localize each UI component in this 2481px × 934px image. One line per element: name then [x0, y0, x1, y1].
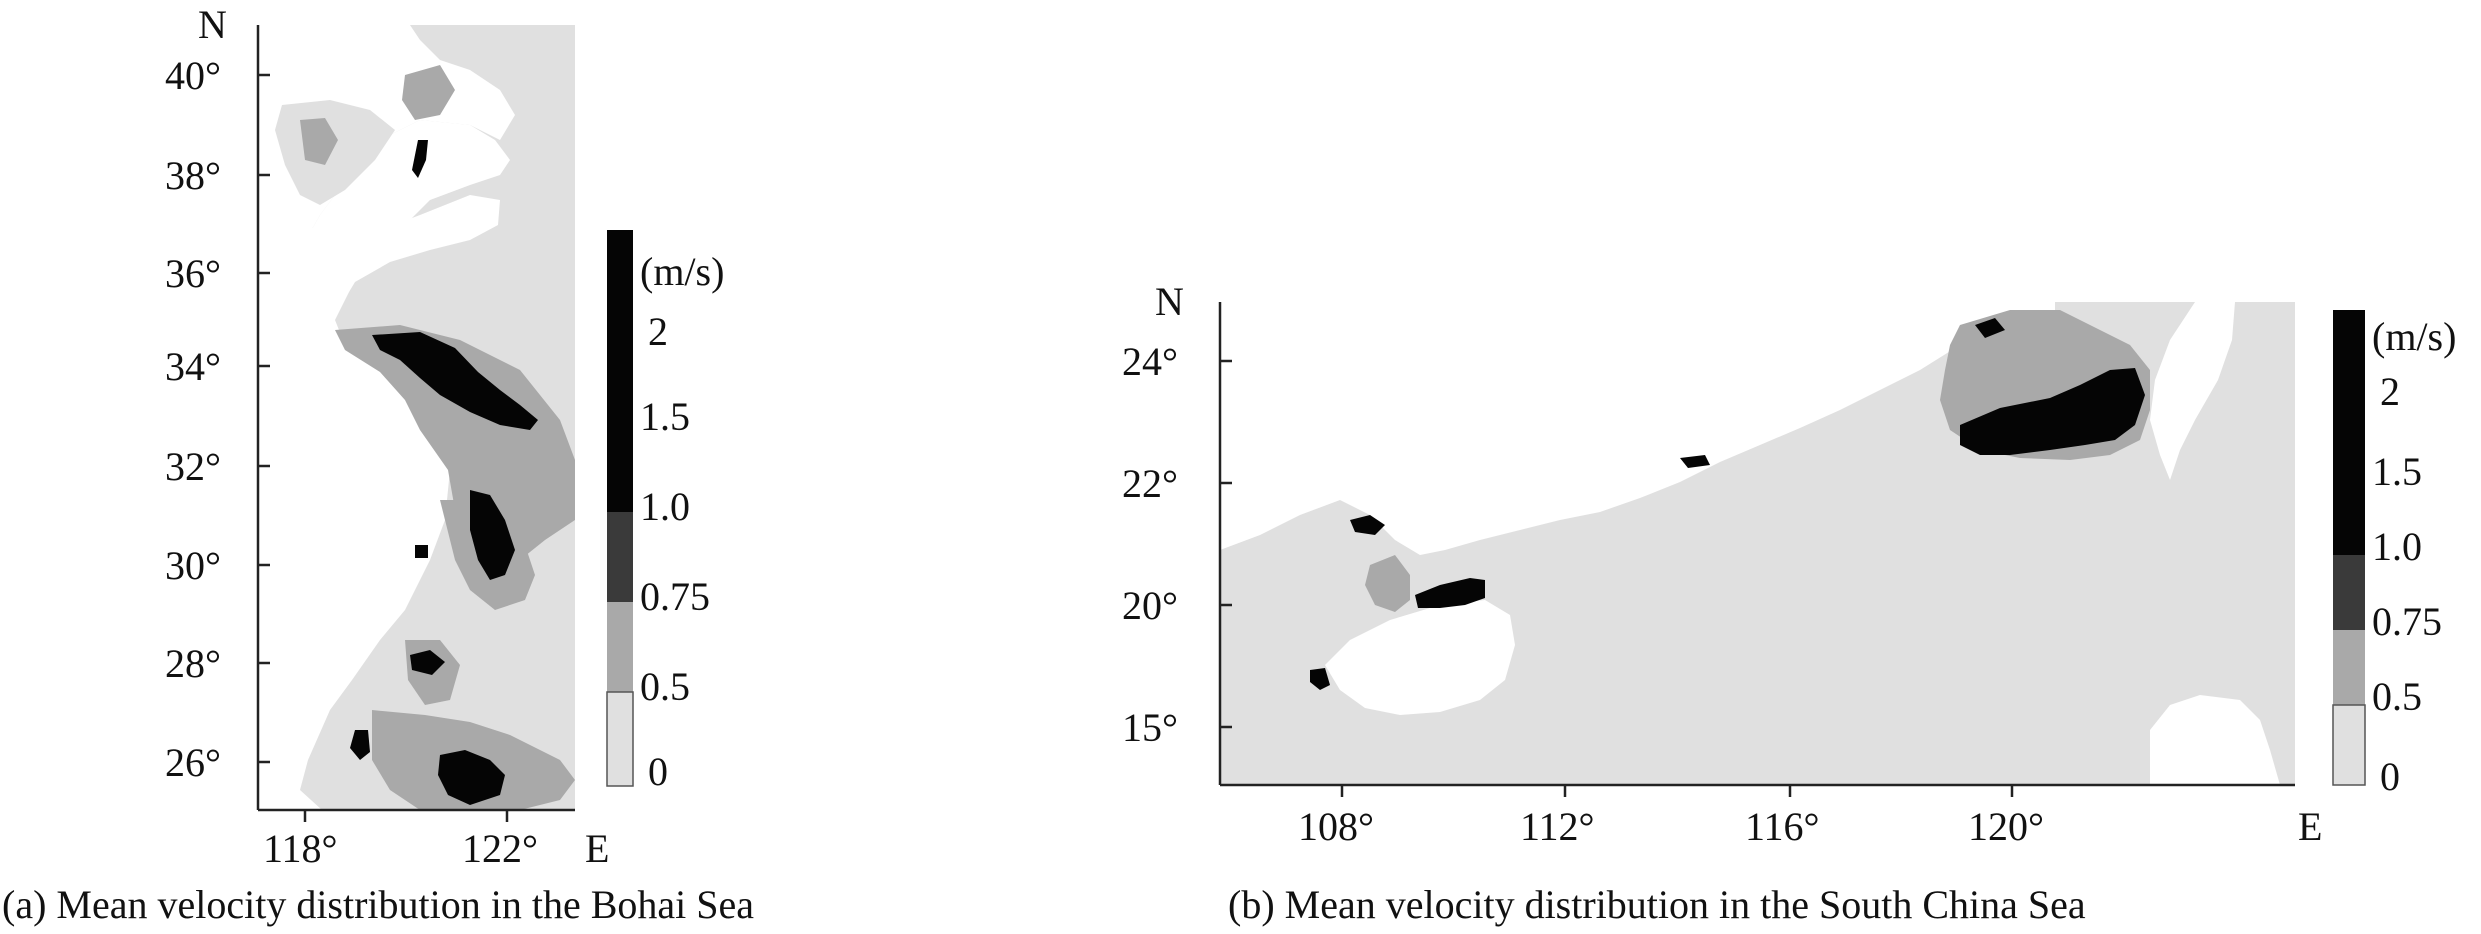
panel-a-legend-label: 1.5 [640, 394, 690, 439]
panel-b-land-hainan [1325, 600, 1515, 715]
panel-b-caption: (b) Mean velocity distribution in the So… [1228, 882, 2086, 927]
panel-a-legend-label: 1.0 [640, 484, 690, 529]
panel-b-lat-tick-label: 22° [1122, 461, 1178, 506]
panel-b-lon-ticks: 108° 112° 116° 120° E [1298, 785, 2322, 849]
panel-b-land-luzon [2150, 695, 2280, 785]
panel-b-lat-tick-label: 24° [1122, 339, 1178, 384]
panel-b-zone-high-taiwan-strait [1960, 368, 2145, 455]
panel-b-legend-label: 0.5 [2372, 674, 2422, 719]
panel-a-zone-high-jiangsu [372, 332, 538, 430]
panel-b-legend-label: 1.0 [2372, 524, 2422, 569]
panel-a-zone-high-nearshore [415, 545, 428, 558]
panel-a-zone-high-coast [350, 730, 370, 760]
panel-a-legend-label: 0 [648, 749, 668, 794]
panel-b: N 24° 22° 20° 15° 108° 112° 116° 120° E [1122, 279, 2456, 927]
panel-a-legend-swatch-moderate [607, 602, 633, 692]
panel-b-legend-swatch-low [2332, 704, 2366, 786]
panel-a-legend-label: 0.75 [640, 574, 710, 619]
panel-a-lat-tick-label: 26° [165, 740, 221, 785]
panel-b-zone-high-coast-2 [1680, 455, 1710, 468]
panel-b-map [1220, 302, 2295, 785]
panel-a-zone-high-changjiang [470, 490, 515, 580]
panel-a-caption: (a) Mean velocity distribution in the Bo… [2, 882, 754, 927]
panel-a-lat-tick-label: 34° [165, 344, 221, 389]
panel-b-legend-swatch-mid-high [2333, 555, 2365, 630]
panel-b-legend-label: 0 [2380, 754, 2400, 799]
panel-b-lat-tick-label: 15° [1122, 705, 1178, 750]
panel-b-lon-tick-label: 108° [1298, 804, 1374, 849]
panel-a-land-mainland [258, 330, 448, 810]
panel-b-legend-swatch-high [2333, 310, 2365, 555]
panel-b-lon-tick-label: 116° [1745, 804, 1820, 849]
panel-a-north-label: N [198, 2, 227, 47]
panel-b-lat-ticks: 24° 22° 20° 15° [1122, 339, 1232, 750]
panel-a-legend-swatch-high [607, 230, 633, 512]
panel-a-lat-tick-label: 32° [165, 444, 221, 489]
panel-b-east-label: E [2298, 804, 2322, 849]
panel-a-lat-tick-label: 40° [165, 53, 221, 98]
panel-b-zone-moderate-beibu [1365, 555, 1410, 612]
panel-a-lat-ticks: 40° 38° 36° 34° 32° 30° 28° 26° [165, 53, 270, 785]
panel-a-zone-high-fujian [438, 750, 505, 805]
panel-b-legend-label: 0.75 [2372, 599, 2442, 644]
panel-b-legend-unit: (m/s) [2372, 314, 2456, 359]
panel-a-lon-tick-label: 118° [263, 826, 338, 871]
panel-a-legend-swatch-mid-high [607, 512, 633, 602]
panel-b-zone-high-coast-3 [1975, 318, 2005, 338]
panel-b-zone-high-coast-1 [1310, 668, 1330, 690]
panel-a-legend-label: 2 [648, 309, 668, 354]
panel-a-lat-tick-label: 38° [165, 153, 221, 198]
panel-a-lat-tick-label: 30° [165, 543, 221, 588]
panel-a-zone-moderate-yellowsea [335, 325, 575, 565]
panel-a-land-shandong [258, 195, 500, 335]
panel-b-lat-tick-label: 20° [1122, 583, 1178, 628]
panel-a-map [258, 25, 575, 810]
panel-b-land-taiwan [2150, 302, 2235, 480]
panel-b-lon-tick-label: 112° [1520, 804, 1595, 849]
panel-a-lon-tick-label: 122° [462, 826, 538, 871]
panel-a-zone-high-dalian [412, 140, 428, 178]
panel-b-north-label: N [1155, 279, 1184, 324]
panel-b-legend: (m/s) 2 1.5 1.0 0.75 0.5 0 [2332, 310, 2456, 799]
panel-a-legend-label: 0.5 [640, 664, 690, 709]
panel-a-legend-swatch-low [606, 691, 634, 787]
panel-a-lon-ticks: 118° 122° E [263, 810, 609, 871]
panel-a-zone-moderate-liaodong [402, 65, 455, 120]
panel-a-legend-unit: (m/s) [640, 249, 724, 294]
panel-b-land-mainland [1220, 302, 2055, 555]
panel-a-lat-tick-label: 28° [165, 641, 221, 686]
panel-a-east-label: E [585, 826, 609, 871]
panel-a: N 40° 38° 36° 34° 32° 30° 28° 26° 118° 1… [2, 2, 754, 927]
panel-b-legend-swatch-moderate [2333, 630, 2365, 705]
panel-a-zone-high-zhejiang [410, 650, 445, 675]
panel-b-legend-label: 1.5 [2372, 449, 2422, 494]
panel-b-zone-high-leizhou [1350, 515, 1385, 535]
panel-b-legend-label: 2 [2380, 369, 2400, 414]
panel-a-legend: (m/s) 2 1.5 1.0 0.75 0.5 0 [606, 230, 724, 794]
panel-a-lat-tick-label: 36° [165, 251, 221, 296]
panel-a-zone-moderate-bohai [300, 118, 338, 165]
panel-b-lon-tick-label: 120° [1968, 804, 2044, 849]
panel-b-zone-high-qiongzhou [1415, 578, 1485, 608]
